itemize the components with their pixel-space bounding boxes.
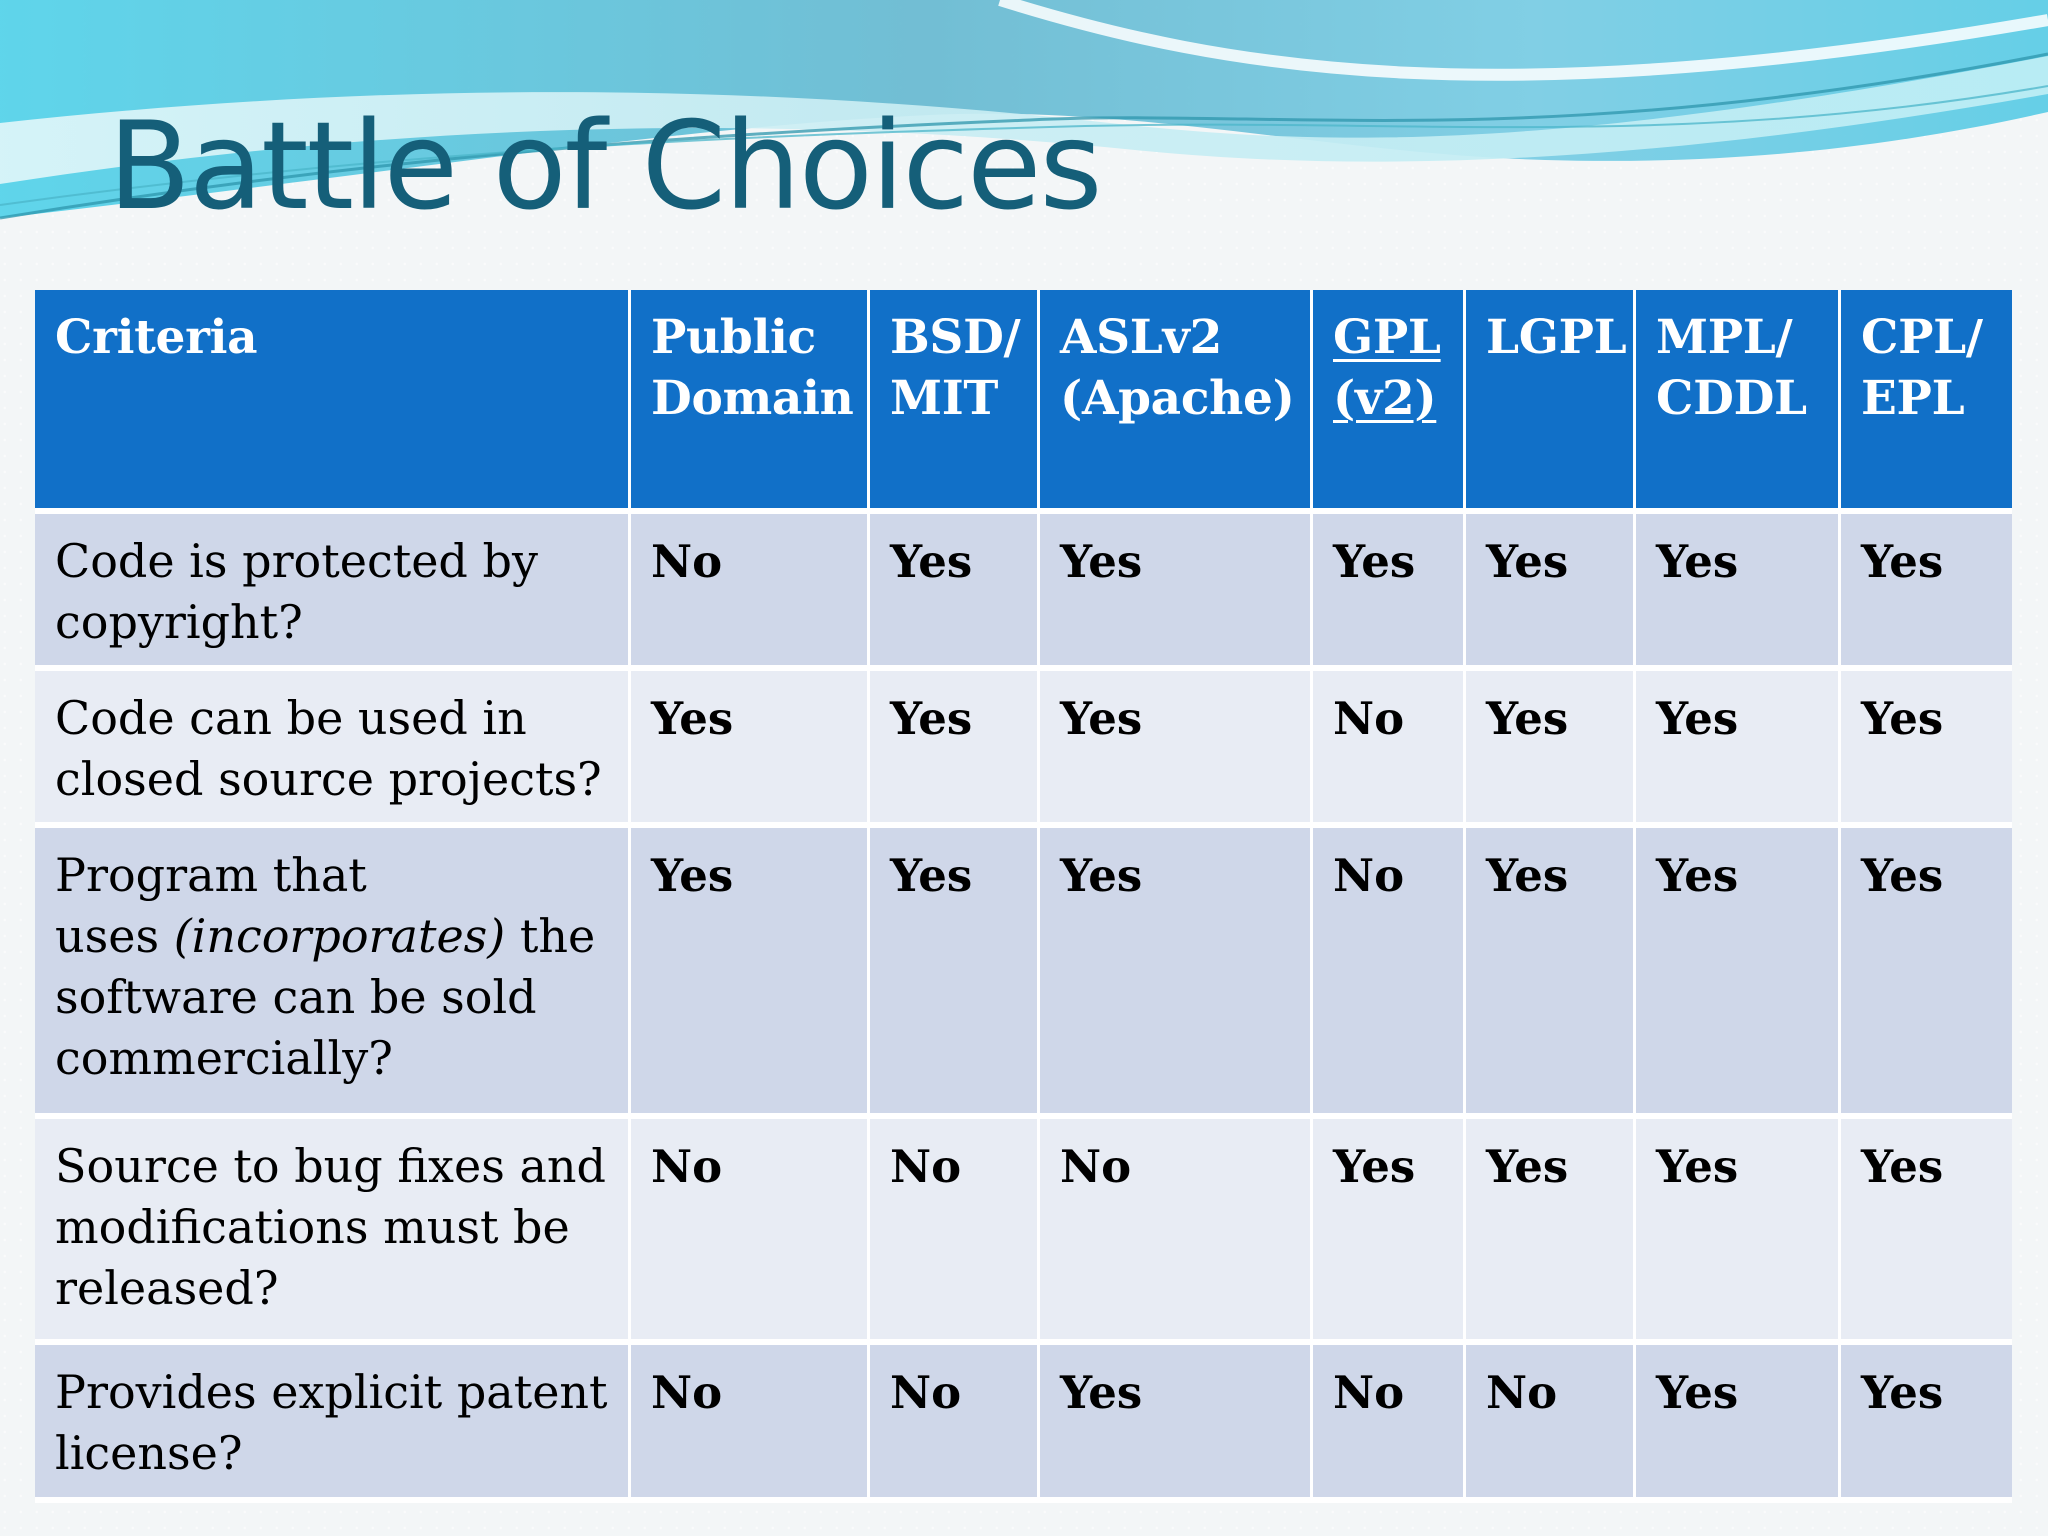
criteria-cell-copyright: Code is protected by copyright? — [35, 514, 631, 671]
header-criteria: Criteria — [35, 290, 631, 514]
criteria-commercial-line-3: software can be sold — [55, 970, 537, 1024]
cell-commercial-public-domain: Yes — [631, 828, 870, 1119]
header-aslv2-apache-line-1: ASLv2 — [1060, 310, 1222, 365]
cell-patent-lgpl: No — [1466, 1345, 1636, 1503]
cell-patent-gpl: No — [1313, 1345, 1466, 1503]
header-public-domain-line-1: Public — [651, 310, 816, 365]
criteria-cell-commercial-sale: Program that uses (incorporates) the sof… — [35, 828, 631, 1119]
cell-commercial-cpl-epl: Yes — [1841, 828, 2012, 1119]
cell-bug-fixes-aslv2: No — [1040, 1119, 1313, 1345]
criteria-bug-fixes-line-3: released? — [55, 1261, 279, 1315]
criteria-patent-line-2: license? — [55, 1426, 243, 1480]
table-row-bug-fixes: Source to bug fixes and modifications mu… — [35, 1119, 2012, 1345]
decorative-wave-header — [0, 0, 2048, 220]
table-row-commercial-sale: Program that uses (incorporates) the sof… — [35, 828, 2012, 1119]
criteria-cell-closed-source: Code can be used in closed source projec… — [35, 671, 631, 828]
cell-copyright-mpl-cddl: Yes — [1636, 514, 1841, 671]
header-bsd-mit-line-1: BSD/ — [890, 310, 1021, 365]
cell-closed-source-mpl-cddl: Yes — [1636, 671, 1841, 828]
header-public-domain-line-2: Domain — [651, 371, 854, 426]
cell-bug-fixes-mpl-cddl: Yes — [1636, 1119, 1841, 1345]
cell-closed-source-gpl: No — [1313, 671, 1466, 828]
cell-bug-fixes-bsd-mit: No — [870, 1119, 1040, 1345]
license-comparison-table: Criteria Public Domain BSD/ MIT ASLv2 (A… — [35, 290, 2012, 1503]
cell-bug-fixes-lgpl: Yes — [1466, 1119, 1636, 1345]
criteria-commercial-prefix: uses — [55, 909, 174, 963]
header-cpl-epl-line-2: EPL — [1861, 371, 1965, 426]
cell-closed-source-bsd-mit: Yes — [870, 671, 1040, 828]
header-mpl-cddl: MPL/ CDDL — [1636, 290, 1841, 514]
criteria-copyright-line-1: Code is protected by — [55, 534, 538, 588]
cell-patent-aslv2: Yes — [1040, 1345, 1313, 1503]
cell-patent-bsd-mit: No — [870, 1345, 1040, 1503]
criteria-commercial-italic: (incorporates) — [173, 909, 506, 963]
criteria-copyright-line-2: copyright? — [55, 595, 303, 649]
criteria-commercial-line-4: commercially? — [55, 1031, 393, 1085]
cell-commercial-aslv2: Yes — [1040, 828, 1313, 1119]
cell-closed-source-aslv2: Yes — [1040, 671, 1313, 828]
header-public-domain: Public Domain — [631, 290, 870, 514]
criteria-patent-line-1: Provides explicit patent — [55, 1365, 608, 1419]
header-lgpl: LGPL — [1466, 290, 1636, 514]
table-row-patent-license: Provides explicit patent license? No No … — [35, 1345, 2012, 1503]
header-gpl-v2[interactable]: GPL (v2) — [1313, 290, 1466, 514]
cell-closed-source-lgpl: Yes — [1466, 671, 1636, 828]
cell-closed-source-public-domain: Yes — [631, 671, 870, 828]
header-bsd-mit-line-2: MIT — [890, 371, 999, 426]
header-mpl-cddl-line-1: MPL/ — [1656, 310, 1793, 365]
criteria-commercial-line-1: Program that — [55, 848, 367, 902]
cell-patent-cpl-epl: Yes — [1841, 1345, 2012, 1503]
cell-copyright-public-domain: No — [631, 514, 870, 671]
criteria-commercial-line-2: uses (incorporates) the — [55, 906, 609, 967]
table-header-row: Criteria Public Domain BSD/ MIT ASLv2 (A… — [35, 290, 2012, 514]
criteria-bug-fixes-line-1: Source to bug fixes and — [55, 1139, 606, 1193]
criteria-closed-source-line-1: Code can be used in — [55, 691, 527, 745]
header-criteria-text: Criteria — [55, 310, 258, 365]
table-row-closed-source: Code can be used in closed source projec… — [35, 671, 2012, 828]
cell-patent-mpl-cddl: Yes — [1636, 1345, 1841, 1503]
slide-title: Battle of Choices — [108, 96, 1102, 237]
header-aslv2-apache-line-2: (Apache) — [1060, 371, 1295, 426]
cell-patent-public-domain: No — [631, 1345, 870, 1503]
header-bsd-mit: BSD/ MIT — [870, 290, 1040, 514]
cell-bug-fixes-gpl: Yes — [1313, 1119, 1466, 1345]
cell-closed-source-cpl-epl: Yes — [1841, 671, 2012, 828]
header-gpl-v2-line-1[interactable]: GPL — [1333, 310, 1441, 365]
cell-commercial-mpl-cddl: Yes — [1636, 828, 1841, 1119]
cell-commercial-lgpl: Yes — [1466, 828, 1636, 1119]
header-gpl-v2-line-2[interactable]: (v2) — [1333, 371, 1437, 426]
header-lgpl-text: LGPL — [1486, 310, 1627, 365]
cell-copyright-lgpl: Yes — [1466, 514, 1636, 671]
cell-copyright-aslv2: Yes — [1040, 514, 1313, 671]
criteria-closed-source-line-2: closed source projects? — [55, 752, 602, 806]
criteria-cell-bug-fixes: Source to bug fixes and modifications mu… — [35, 1119, 631, 1345]
cell-copyright-bsd-mit: Yes — [870, 514, 1040, 671]
cell-commercial-gpl: No — [1313, 828, 1466, 1119]
header-mpl-cddl-line-2: CDDL — [1656, 371, 1807, 426]
cell-copyright-gpl: Yes — [1313, 514, 1466, 671]
header-cpl-epl-line-1: CPL/ — [1861, 310, 1983, 365]
header-cpl-epl: CPL/ EPL — [1841, 290, 2012, 514]
criteria-cell-patent-license: Provides explicit patent license? — [35, 1345, 631, 1503]
table-row-copyright: Code is protected by copyright? No Yes Y… — [35, 514, 2012, 671]
cell-copyright-cpl-epl: Yes — [1841, 514, 2012, 671]
criteria-commercial-suffix: the — [505, 909, 596, 963]
cell-bug-fixes-cpl-epl: Yes — [1841, 1119, 2012, 1345]
header-aslv2-apache: ASLv2 (Apache) — [1040, 290, 1313, 514]
cell-commercial-bsd-mit: Yes — [870, 828, 1040, 1119]
criteria-bug-fixes-line-2: modifications must be — [55, 1200, 570, 1254]
cell-bug-fixes-public-domain: No — [631, 1119, 870, 1345]
